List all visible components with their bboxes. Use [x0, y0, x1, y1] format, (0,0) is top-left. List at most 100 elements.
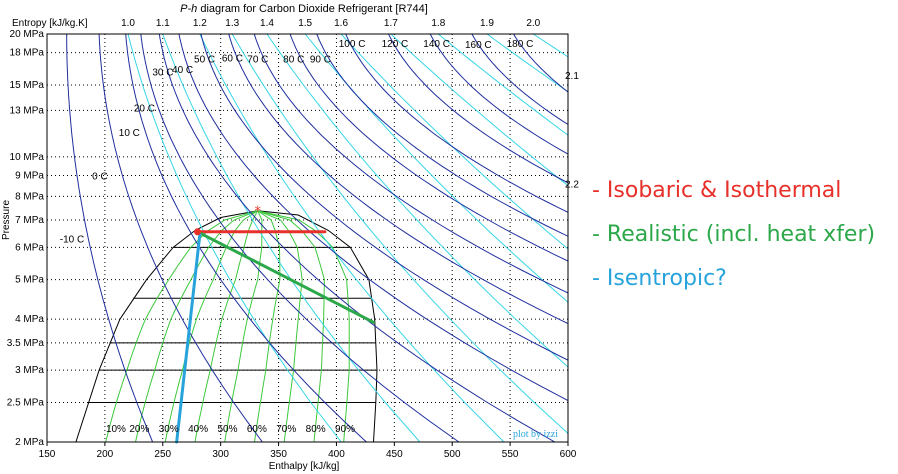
isentrope-line	[266, 34, 568, 368]
isotherm-line	[125, 34, 367, 442]
entropy-tick-label: 2.0	[526, 18, 540, 29]
isotherm-label: 10 C	[119, 128, 140, 139]
entropy-tick-label: 1.9	[480, 18, 494, 29]
isotherm-line	[513, 34, 568, 93]
isotherm-label: 180 C	[507, 39, 534, 50]
isentrope-line	[162, 34, 421, 442]
isotherm-label: 40 C	[172, 65, 193, 76]
isotherm-label: 50 C	[194, 55, 215, 66]
x-axis-label: Enthalpy [kJ/kg]	[269, 461, 340, 472]
y-tick-label: 10 MPa	[10, 152, 45, 163]
y-tick-label: 3.5 MPa	[7, 338, 45, 349]
quality-label: 60%	[247, 424, 267, 435]
y-tick-label: 9 MPa	[15, 170, 44, 181]
quality-line	[194, 210, 259, 442]
isotherm-label: 160 C	[465, 40, 492, 51]
entropy-side-label: 2.1	[565, 71, 579, 82]
quality-label: 10%	[106, 424, 126, 435]
x-tick-label: 250	[154, 449, 171, 460]
isotherm-line	[345, 34, 568, 213]
isotherm-label: 90 C	[310, 55, 331, 66]
y-tick-label: 8 MPa	[15, 191, 44, 202]
watermark: plot by izzi	[513, 429, 558, 440]
y-tick-label: 4 MPa	[15, 314, 44, 325]
state-point	[194, 228, 202, 236]
y-tick-label: 6 MPa	[15, 242, 44, 253]
x-tick-label: 200	[97, 449, 114, 460]
isotherm-label: -10 C	[60, 235, 84, 246]
isotherm-label: 30 C	[152, 67, 173, 78]
isentrope-line	[304, 34, 568, 303]
quality-line	[135, 210, 258, 442]
y-tick-label: 7 MPa	[15, 215, 44, 226]
isotherm-line	[66, 34, 154, 442]
y-tick-label: 15 MPa	[10, 80, 45, 91]
y-tick-label: 5 MPa	[15, 275, 44, 286]
saturation-dome	[75, 210, 378, 442]
critical-point-marker: *	[254, 205, 261, 220]
isotherm-line	[140, 34, 460, 442]
x-tick-label: 400	[328, 449, 345, 460]
isotherm-label: 0 C	[92, 171, 108, 182]
isotherm-line	[98, 34, 263, 442]
quality-label: 80%	[306, 424, 326, 435]
quality-line	[257, 210, 350, 442]
isotherm-label: 60 C	[222, 54, 243, 65]
isotherm-label: 80 C	[283, 55, 304, 66]
legend-isobaric: - Isobaric & Isothermal	[592, 178, 842, 203]
curves	[66, 34, 568, 442]
entropy-tick-label: 1.0	[121, 18, 135, 29]
process-line-1	[196, 230, 375, 324]
entropy-tick-label: 1.4	[260, 18, 274, 29]
isotherm-label: 20 C	[134, 104, 155, 115]
isentrope-line	[127, 34, 342, 442]
quality-line	[164, 210, 258, 442]
quality-label: 70%	[276, 424, 296, 435]
entropy-tick-label: 1.3	[225, 18, 239, 29]
entropy-tick-label: 1.1	[156, 18, 170, 29]
isotherm-line	[253, 34, 568, 294]
isotherm-line	[228, 34, 568, 325]
y-tick-label: 3 MPa	[15, 365, 44, 376]
labels: 150 200 250 300 350 400 450 500 550 600 20 MPa 18 M…	[7, 18, 580, 460]
entropy-tick-label: 1.6	[334, 18, 348, 29]
quality-label: 20%	[129, 424, 149, 435]
quality-label: 30%	[159, 424, 179, 435]
x-tick-label: 350	[270, 449, 287, 460]
chart-title: P-h diagram for Carbon Dioxide Refrigera…	[180, 3, 428, 15]
process-lines	[175, 228, 375, 444]
isentrope-line	[390, 34, 568, 187]
isentrope-line	[437, 34, 568, 136]
isotherm-line	[158, 34, 556, 442]
isotherm-label: 120 C	[382, 39, 409, 50]
y-tick-label: 13 MPa	[10, 105, 45, 116]
isentrope-line	[231, 34, 568, 435]
entropy-tick-label: 1.2	[193, 18, 207, 29]
y-tick-label: 2 MPa	[15, 437, 44, 448]
entropy-side-label: 2.2	[565, 180, 579, 191]
isentrope-line	[199, 34, 505, 442]
process-line-2	[175, 233, 202, 444]
entropy-axis-label: Entropy [kJ/kg.K]	[12, 18, 88, 29]
x-tick-label: 600	[560, 449, 577, 460]
isotherm-line	[316, 34, 568, 237]
x-tick-label: 550	[502, 449, 519, 460]
x-tick-label: 150	[39, 449, 56, 460]
isotherm-label: 140 C	[423, 39, 450, 50]
quality-line	[254, 210, 281, 442]
y-tick-label: 18 MPa	[10, 48, 45, 59]
quality-label: 40%	[188, 424, 208, 435]
entropy-tick-label: 1.5	[298, 18, 312, 29]
entropy-tick-label: 1.7	[384, 18, 398, 29]
x-tick-label: 300	[212, 449, 229, 460]
quality-label: 50%	[217, 424, 237, 435]
y-tick-label: 2.5 MPa	[7, 397, 45, 408]
quality-line	[257, 210, 325, 442]
x-tick-label: 500	[444, 449, 461, 460]
isotherm-label: 100 C	[339, 39, 366, 50]
y-tick-label: 20 MPa	[10, 29, 45, 40]
quality-line	[224, 210, 263, 442]
isotherm-line	[289, 34, 568, 262]
plot-frame	[46, 33, 569, 443]
legend-isentropic: - Isentropic?	[592, 266, 727, 291]
